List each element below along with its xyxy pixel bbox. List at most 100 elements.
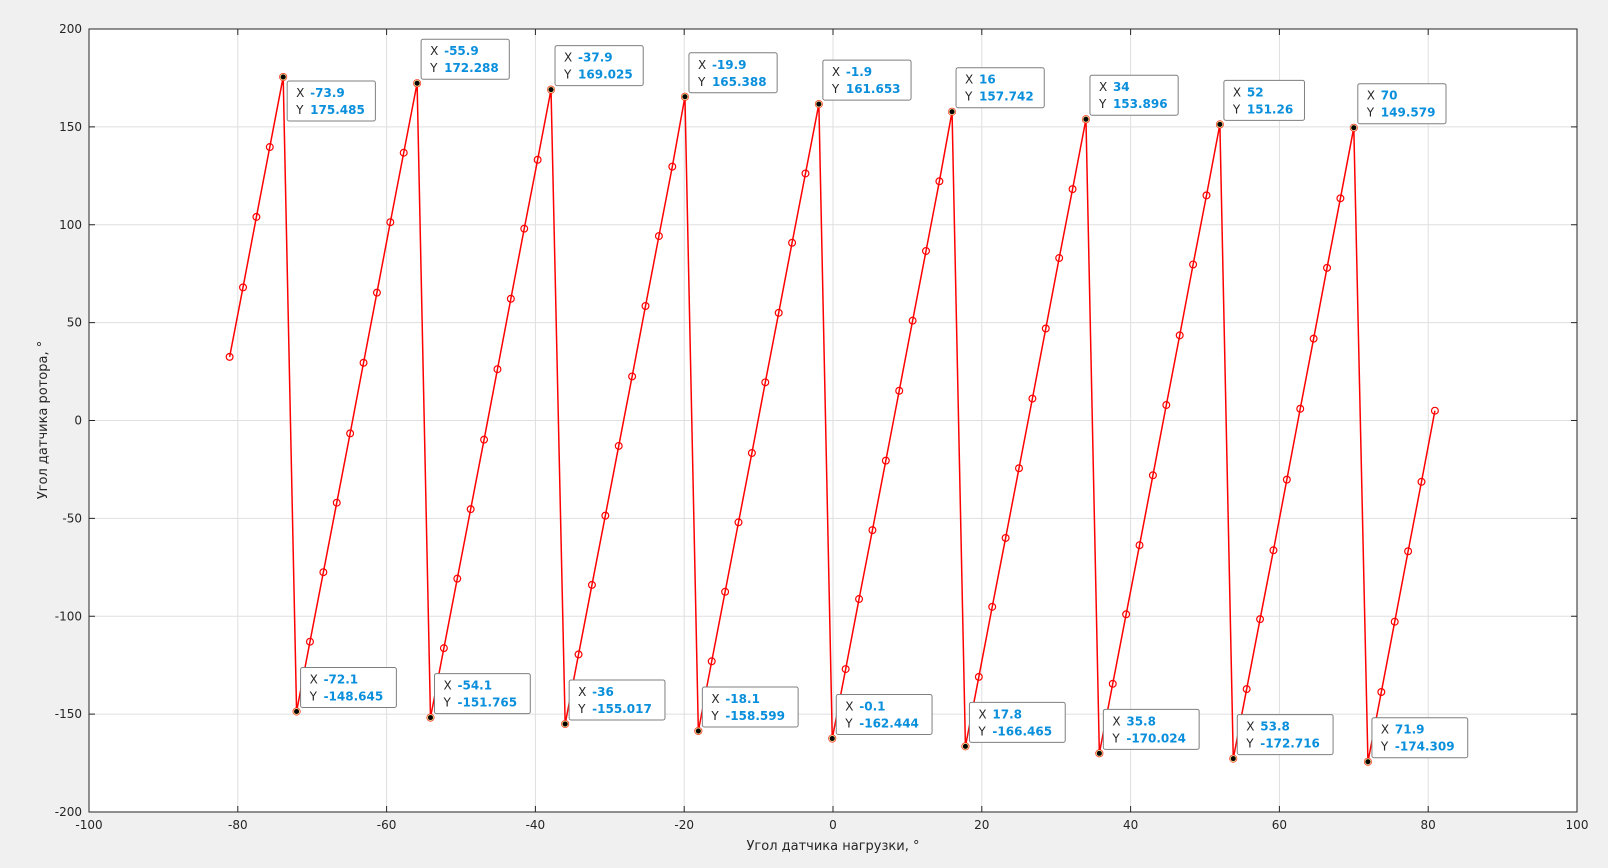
data-point[interactable] [1377,688,1386,697]
datatip[interactable]: X -19.9 Y 165.388 [681,52,778,101]
data-point[interactable] [533,155,542,164]
data-point[interactable] [1041,324,1050,333]
data-point[interactable] [1404,547,1413,556]
data-point[interactable] [1282,475,1291,484]
data-point[interactable] [1296,404,1305,413]
data-point[interactable] [881,456,890,465]
data-point[interactable] [1055,254,1064,263]
data-point[interactable] [855,595,864,604]
datatip[interactable]: X -36 Y -155.017 [561,679,666,728]
data-point[interactable] [1175,331,1184,340]
datatip[interactable]: X 16 Y 157.742 [948,67,1045,116]
datatip-y-key: Y [1245,737,1254,751]
data-point[interactable] [841,665,850,674]
datatip-marker [1364,758,1372,766]
data-point[interactable] [399,148,408,157]
data-point[interactable] [1068,185,1077,194]
data-point[interactable] [1122,610,1131,619]
data-point[interactable] [305,637,314,646]
datatip[interactable]: X 17.8 Y -166.465 [961,701,1066,750]
datatip-x-value: 16 [979,73,996,87]
data-point[interactable] [1001,533,1010,542]
data-point[interactable] [574,650,583,659]
data-point[interactable] [386,218,395,227]
data-point[interactable] [1189,260,1198,269]
datatip[interactable]: X -55.9 Y 172.288 [413,38,510,87]
data-point[interactable] [332,498,341,507]
data-point[interactable] [908,316,917,325]
data-point[interactable] [801,169,810,178]
datatip[interactable]: X 52 Y 151.26 [1216,79,1305,128]
data-point[interactable] [1028,394,1037,403]
data-point[interactable] [788,238,797,247]
data-point[interactable] [935,177,944,186]
data-point[interactable] [239,283,248,292]
data-point[interactable] [1269,546,1278,555]
data-point[interactable] [493,365,502,374]
data-point[interactable] [628,372,637,381]
data-point[interactable] [641,301,650,310]
data-point[interactable] [1135,541,1144,550]
data-point[interactable] [1390,617,1399,626]
data-point[interactable] [614,441,623,450]
data-point[interactable] [252,212,261,221]
data-point[interactable] [774,308,783,317]
datatip[interactable]: X 34 Y 153.896 [1082,74,1179,123]
data-point[interactable] [668,162,677,171]
datatip[interactable]: X -1.9 Y 161.653 [815,59,912,108]
data-point[interactable] [1256,615,1265,624]
data-point[interactable] [319,568,328,577]
data-point[interactable] [868,526,877,535]
datatip[interactable]: X 53.8 Y -172.716 [1229,714,1334,763]
data-point[interactable] [372,288,381,297]
datatip[interactable]: X 35.8 Y -170.024 [1095,708,1200,757]
data-point[interactable] [346,429,355,438]
datatip[interactable]: X -72.1 Y -148.645 [293,666,397,715]
data-point[interactable] [506,294,515,303]
datatip-marker [413,79,421,87]
datatip[interactable]: X -18.1 Y -158.599 [694,686,799,735]
data-point[interactable] [1430,406,1439,415]
data-point[interactable] [895,386,904,395]
data-point[interactable] [265,143,274,152]
datatip-marker [561,720,569,728]
data-point[interactable] [1336,194,1345,203]
data-point[interactable] [921,246,930,255]
data-point[interactable] [734,518,743,527]
data-point[interactable] [1202,191,1211,200]
data-point[interactable] [359,358,368,367]
data-point[interactable] [1108,679,1117,688]
data-point[interactable] [1162,401,1171,410]
data-point[interactable] [721,587,730,596]
x-tick-label: -60 [377,818,397,832]
datatip[interactable]: X -73.9 Y 175.485 [279,73,376,122]
data-point[interactable] [466,505,475,514]
datatip[interactable]: X -0.1 Y -162.444 [828,693,933,742]
data-point[interactable] [601,511,610,520]
datatip-x-key: X [1099,80,1107,94]
data-point[interactable] [988,602,997,611]
data-point[interactable] [761,378,770,387]
data-point[interactable] [520,224,529,233]
data-point[interactable] [1417,477,1426,486]
data-point[interactable] [747,448,756,457]
data-point[interactable] [974,672,983,681]
datatip[interactable]: X -37.9 Y 169.025 [547,45,644,94]
data-point[interactable] [1014,464,1023,473]
data-point[interactable] [1148,471,1157,480]
data-point[interactable] [439,644,448,653]
data-point[interactable] [480,435,489,444]
data-point[interactable] [1323,263,1332,272]
data-point[interactable] [654,232,663,241]
datatip[interactable]: X -54.1 Y -151.765 [426,673,531,722]
datatip[interactable]: X 70 Y 149.579 [1350,83,1447,132]
data-point[interactable] [453,574,462,583]
datatip-y-key: Y [710,709,719,723]
data-point[interactable] [1242,685,1251,694]
data-point[interactable] [225,352,234,361]
data-point[interactable] [707,657,716,666]
datatip[interactable]: X 71.9 Y -174.309 [1364,717,1469,766]
datatip-x-value: -1.9 [846,65,872,79]
data-point[interactable] [1309,334,1318,343]
data-point[interactable] [587,580,596,589]
